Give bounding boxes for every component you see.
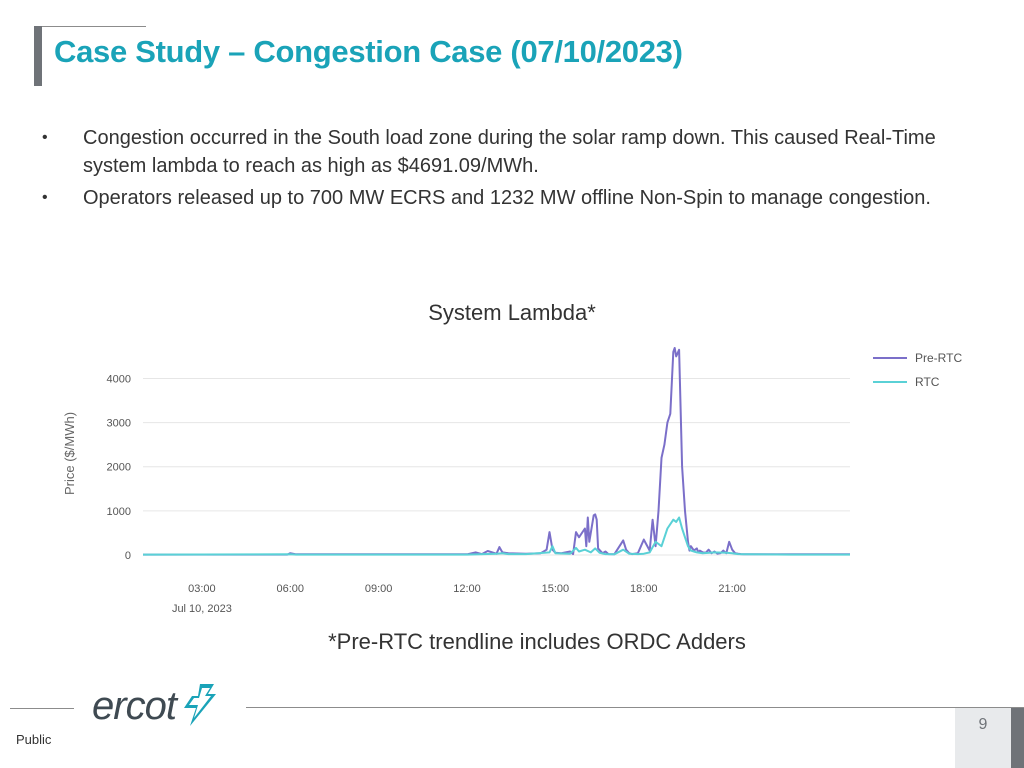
slide-title: Case Study – Congestion Case (07/10/2023… <box>54 34 683 69</box>
system-lambda-chart: 0 1000 2000 3000 4000 03:00 06:00 09:00 12:00 15:… <box>62 347 962 615</box>
bullet-item: • Congestion occurred in the South load … <box>40 124 980 180</box>
x-date-label: Jul 10, 2023 <box>172 603 232 615</box>
page-number-edge <box>1011 708 1024 768</box>
bullet-marker: • <box>42 129 48 146</box>
x-tick-label: 09:00 <box>365 583 393 595</box>
footer-divider-left <box>10 708 74 709</box>
chart-title: System Lambda* <box>428 300 596 325</box>
bullet-marker: • <box>42 189 48 206</box>
x-tick-label: 15:00 <box>542 583 570 595</box>
page-number: 9 <box>978 716 988 733</box>
title-accent-line <box>42 26 146 27</box>
logo-bolt-icon <box>183 684 216 726</box>
x-tick-label: 06:00 <box>277 583 305 595</box>
y-axis-label: Price ($/MWh) <box>62 412 77 495</box>
ercot-logo: ercot <box>92 682 218 730</box>
x-tick-label: 03:00 <box>188 583 216 595</box>
title-accent-bar <box>34 26 42 86</box>
y-tick-label: 1000 <box>107 506 131 518</box>
legend-label: Pre-RTC <box>915 351 962 365</box>
bullet-text: Operators released up to 700 MW ECRS and… <box>83 187 931 209</box>
bullet-text: Congestion occurred in the South load zo… <box>83 127 936 177</box>
bullet-list: • Congestion occurred in the South load … <box>40 124 980 216</box>
x-tick-label: 12:00 <box>453 583 481 595</box>
page-number-box <box>955 708 1011 768</box>
footer-divider-right <box>246 707 1024 708</box>
bullet-item: • Operators released up to 700 MW ECRS a… <box>40 184 980 212</box>
series-line-rtc <box>142 516 850 556</box>
y-tick-label: 4000 <box>107 373 131 385</box>
x-tick-label: 21:00 <box>718 583 746 595</box>
y-tick-label: 3000 <box>107 418 131 430</box>
classification-label: Public <box>16 732 52 747</box>
series-line-pre-rtc <box>143 347 850 556</box>
legend-label: RTC <box>915 375 940 389</box>
logo-wordmark: ercot <box>92 683 177 728</box>
x-tick-label: 18:00 <box>630 583 658 595</box>
y-tick-label: 0 <box>125 550 131 562</box>
chart-footnote: *Pre-RTC trendline includes ORDC Adders <box>328 629 746 654</box>
y-tick-label: 2000 <box>107 462 131 474</box>
